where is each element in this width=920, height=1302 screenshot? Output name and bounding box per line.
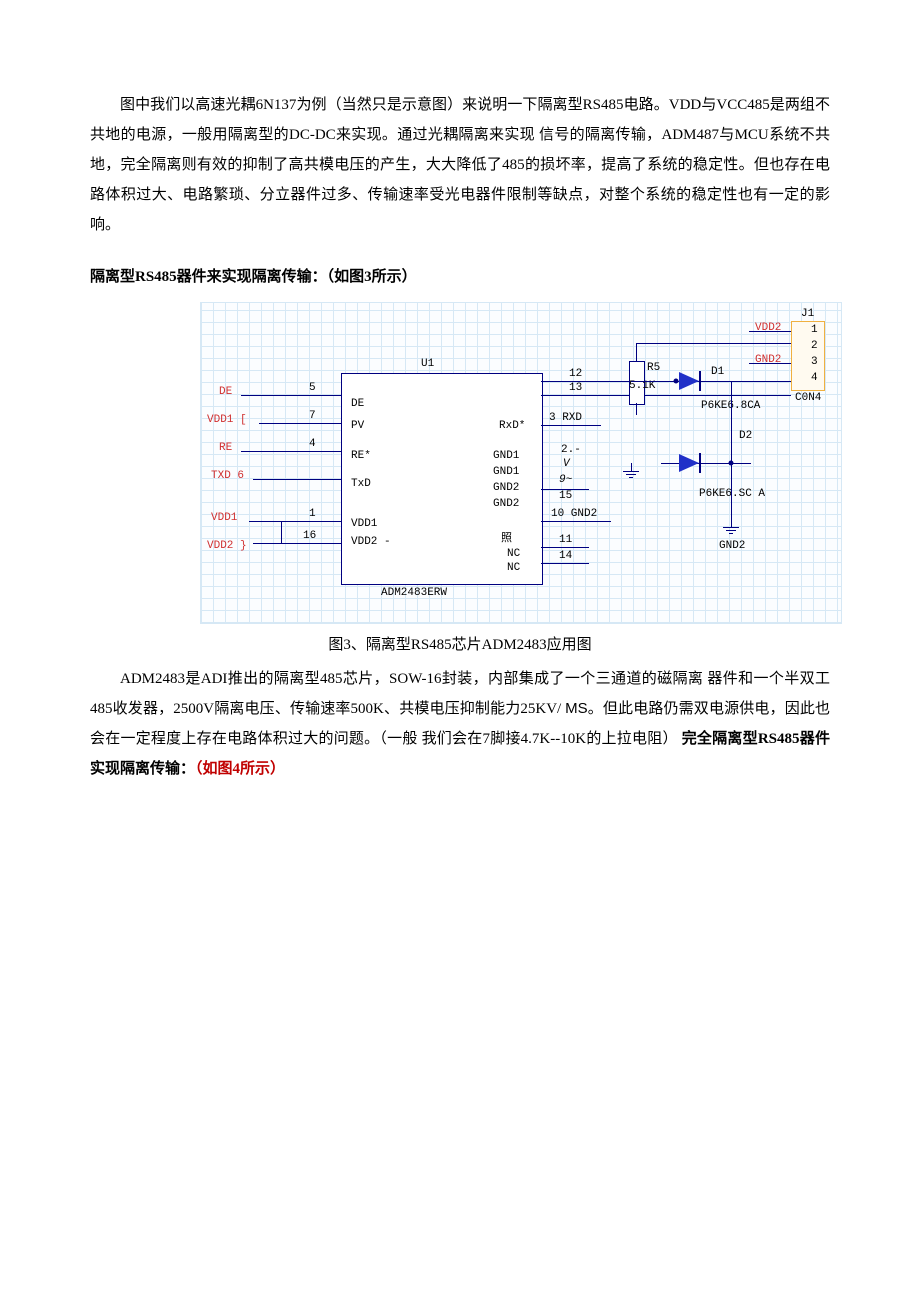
inline-heading-red: （如图4所示） xyxy=(195,761,285,777)
pin-16: 16 xyxy=(303,531,316,542)
chip-gnd2b: GND2 xyxy=(493,499,519,510)
wire xyxy=(249,521,281,522)
pin-10: 10 GND2 xyxy=(551,509,597,520)
circuit-diagram: U1 ADM2483ERW DE 5 VDD1 [ 7 RE 4 TXD 6 V… xyxy=(200,302,842,624)
pin-v: V xyxy=(563,459,570,470)
chip-gnd1b: GND1 xyxy=(493,467,519,478)
wire xyxy=(541,381,631,382)
pin-13: 13 xyxy=(569,383,582,394)
diode-d2 xyxy=(679,454,699,472)
wire xyxy=(259,423,341,424)
connector-j1 xyxy=(791,321,825,391)
pin-11: 11 xyxy=(559,535,572,546)
wire xyxy=(541,425,601,426)
wire xyxy=(241,451,341,452)
chip-gnd2a: GND2 xyxy=(493,483,519,494)
wire xyxy=(631,381,791,382)
gnd-symbol-2 xyxy=(723,519,739,534)
conn-pin-3: 3 xyxy=(811,357,818,368)
gnd-symbol-1 xyxy=(623,463,639,478)
wire xyxy=(731,463,732,519)
pin-4: 4 xyxy=(309,439,316,450)
wire xyxy=(541,547,589,548)
conn-ref: C0N4 xyxy=(795,393,821,404)
diode-bar xyxy=(699,453,701,473)
chip-txd: TxD xyxy=(351,479,371,490)
d2-part: P6KE6.SC A xyxy=(699,489,765,500)
wire xyxy=(253,479,341,480)
wire xyxy=(541,563,589,564)
j1-label: J1 xyxy=(801,309,814,320)
d2-label: D2 xyxy=(739,431,752,442)
sig-re: RE xyxy=(219,443,232,454)
wire xyxy=(636,343,791,344)
sig-vdd2: VDD2 } xyxy=(207,541,247,552)
wire xyxy=(281,521,282,543)
para2-ms: MS xyxy=(565,700,588,717)
vdd2-label: VDD2 xyxy=(755,323,781,334)
chip-ref-label: U1 xyxy=(421,359,434,370)
conn-pin-1: 1 xyxy=(811,325,818,336)
pin-12: 12 xyxy=(569,369,582,380)
conn-pin-4: 4 xyxy=(811,373,818,384)
section-heading-1: 隔离型RS485器件来实现隔离传输：（如图3所示） xyxy=(90,262,830,292)
wire xyxy=(281,521,341,522)
paragraph-2: ADM2483是ADI推出的隔离型485芯片，SOW-16封装，内部集成了一个三… xyxy=(90,664,830,784)
diode-d1 xyxy=(679,372,699,390)
pin-3-rxd: 3 RXD xyxy=(549,413,582,424)
pin-14: 14 xyxy=(559,551,572,562)
gnd2-label: GND2 xyxy=(719,541,745,552)
r5-value: 5.1K xyxy=(629,381,655,392)
pin-7: 7 xyxy=(309,411,316,422)
chip-ill: 照 xyxy=(501,533,512,544)
sig-vdd1: VDD1 xyxy=(211,513,237,524)
pin-2: 2.- xyxy=(561,445,581,456)
pin-15: 15 xyxy=(559,491,572,502)
wire xyxy=(541,521,611,522)
wire xyxy=(749,331,791,332)
gnd2-conn-label: GND2 xyxy=(755,355,781,366)
pin-1: 1 xyxy=(309,509,316,520)
chip-pv: PV xyxy=(351,421,364,432)
sig-vdd1a: VDD1 [ xyxy=(207,415,247,426)
conn-pin-2: 2 xyxy=(811,341,818,352)
diode-bar xyxy=(699,371,701,391)
document-page: 图中我们以高速光耦6N137为例（当然只是示意图）来说明一下隔离型RS485电路… xyxy=(0,0,920,836)
node xyxy=(674,379,679,384)
chip-re: RE* xyxy=(351,451,371,462)
figure-3: U1 ADM2483ERW DE 5 VDD1 [ 7 RE 4 TXD 6 V… xyxy=(200,302,830,624)
chip-nc2: NC xyxy=(507,563,520,574)
sig-txd: TXD 6 xyxy=(211,471,244,482)
wire xyxy=(253,543,341,544)
wire xyxy=(731,381,732,471)
chip-part-label: ADM2483ERW xyxy=(381,588,447,599)
pin-5: 5 xyxy=(309,383,316,394)
chip-nc1: NC xyxy=(507,549,520,560)
chip-rxd: RxD* xyxy=(499,421,525,432)
wire xyxy=(636,403,637,415)
d1-label: D1 xyxy=(711,367,724,378)
wire xyxy=(749,363,791,364)
sig-de: DE xyxy=(219,387,232,398)
chip-vdd1: VDD1 xyxy=(351,519,377,530)
wire xyxy=(241,395,341,396)
paragraph-1: 图中我们以高速光耦6N137为例（当然只是示意图）来说明一下隔离型RS485电路… xyxy=(90,90,830,240)
figure-3-caption: 图3、隔离型RS485芯片ADM2483应用图 xyxy=(90,630,830,660)
r5-label: R5 xyxy=(647,363,660,374)
wire xyxy=(645,395,791,396)
pin-9: 9~ xyxy=(559,475,572,486)
wire xyxy=(636,343,637,361)
chip-gnd1a: GND1 xyxy=(493,451,519,462)
wire xyxy=(661,463,751,464)
chip-de: DE xyxy=(351,399,364,410)
chip-vdd2: VDD2 - xyxy=(351,537,391,548)
